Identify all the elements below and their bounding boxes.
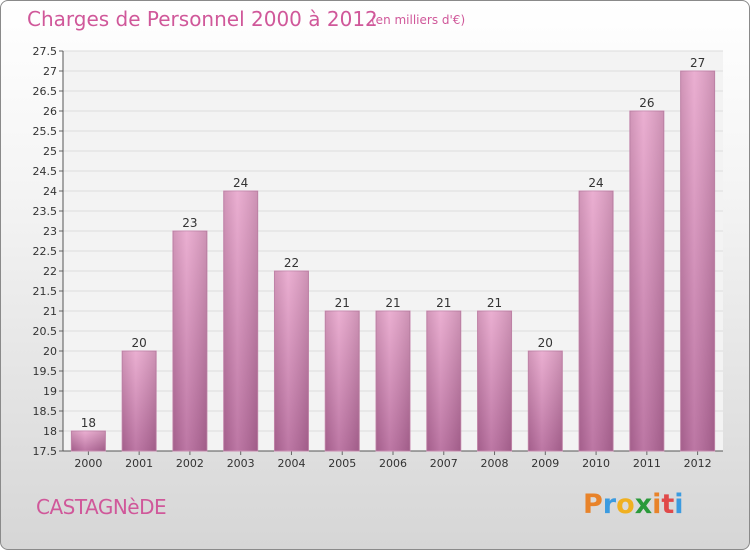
data-label: 18 (81, 416, 96, 430)
logo-letter: P (583, 489, 603, 520)
y-tick-label: 21 (43, 305, 57, 318)
data-label: 27 (690, 56, 705, 70)
y-tick-label: 26 (43, 105, 57, 118)
x-tick-label: 2002 (176, 457, 204, 470)
y-tick-label: 19.5 (33, 365, 58, 378)
axis-layer: 17.5 18 18.5 19 19.5 20 20.5 21 21.5 22 22.5 23 23.5… (33, 45, 723, 470)
x-tick-label: 2003 (227, 457, 255, 470)
y-tick-label: 23 (43, 225, 57, 238)
bar-shade-2002 (172, 231, 207, 451)
x-tick-label: 2001 (125, 457, 153, 470)
x-tick-label: 2011 (633, 457, 661, 470)
bar-shade-2008 (477, 311, 512, 451)
y-tick-label: 21.5 (33, 285, 58, 298)
logo-letter: o (616, 489, 635, 520)
y-tick-label: 20 (43, 345, 57, 358)
y-tick-label: 18 (43, 425, 57, 438)
x-tick-label: 2005 (328, 457, 356, 470)
data-label: 21 (385, 296, 400, 310)
bar-shade-2005 (325, 311, 360, 451)
x-tick-label: 2004 (277, 457, 305, 470)
bar-shade-2001 (122, 351, 157, 451)
bar-shade-2000 (71, 431, 106, 451)
x-tick-label: 2007 (430, 457, 458, 470)
x-tick-label: 2000 (74, 457, 102, 470)
data-label: 24 (233, 176, 248, 190)
logo-letter: i (652, 489, 662, 520)
y-tick-label: 25 (43, 145, 57, 158)
x-tick-label: 2009 (531, 457, 559, 470)
y-tick-label: 24 (43, 185, 57, 198)
bar-shade-2012 (680, 71, 715, 451)
logo-letter: i (674, 489, 684, 520)
logo-letter: t (661, 489, 675, 520)
data-label: 22 (284, 256, 299, 270)
y-tick-label: 24.5 (33, 165, 58, 178)
x-tick-label: 2008 (481, 457, 509, 470)
y-tick-label: 26.5 (33, 85, 58, 98)
x-tick-label: 2006 (379, 457, 407, 470)
data-label: 20 (538, 336, 553, 350)
label-layer: 18 20 23 24 22 21 21 21 21 20 24 26 27 (81, 56, 706, 430)
y-tick-label: 18.5 (33, 405, 58, 418)
data-label: 21 (487, 296, 502, 310)
y-tick-label: 25.5 (33, 125, 58, 138)
data-label: 24 (588, 176, 603, 190)
y-tick-label: 27.5 (33, 45, 58, 58)
bar-shade-2011 (629, 111, 664, 451)
data-label: 21 (436, 296, 451, 310)
data-label: 21 (335, 296, 350, 310)
y-tick-label: 22 (43, 265, 57, 278)
data-label: 26 (639, 96, 654, 110)
bar-shade-2004 (274, 271, 309, 451)
bar-layer (70, 70, 716, 452)
y-tick-label: 23.5 (33, 205, 58, 218)
commune-name: CASTAGNèDE (36, 495, 167, 519)
x-tick-label: 2012 (684, 457, 712, 470)
y-tick-label: 20.5 (33, 325, 58, 338)
bar-shade-2009 (528, 351, 563, 451)
bar-shade-2003 (223, 191, 258, 451)
chart-subtitle: (en milliers d'€) (371, 13, 466, 27)
data-label: 20 (132, 336, 147, 350)
logo-letter: x (634, 489, 653, 520)
bar-shade-2010 (579, 191, 614, 451)
chart-title: Charges de Personnel 2000 à 2012 (27, 7, 378, 31)
y-tick-label: 22.5 (33, 245, 58, 258)
bar-shade-2007 (426, 311, 461, 451)
y-tick-label: 17.5 (33, 445, 58, 458)
y-tick-label: 27 (43, 65, 57, 78)
logo-letter: r (602, 489, 617, 520)
bar-shade-2006 (376, 311, 410, 451)
y-tick-label: 19 (43, 385, 57, 398)
x-tick-label: 2010 (582, 457, 610, 470)
proxiti-logo: Proxiti (583, 489, 684, 520)
data-label: 23 (182, 216, 197, 230)
